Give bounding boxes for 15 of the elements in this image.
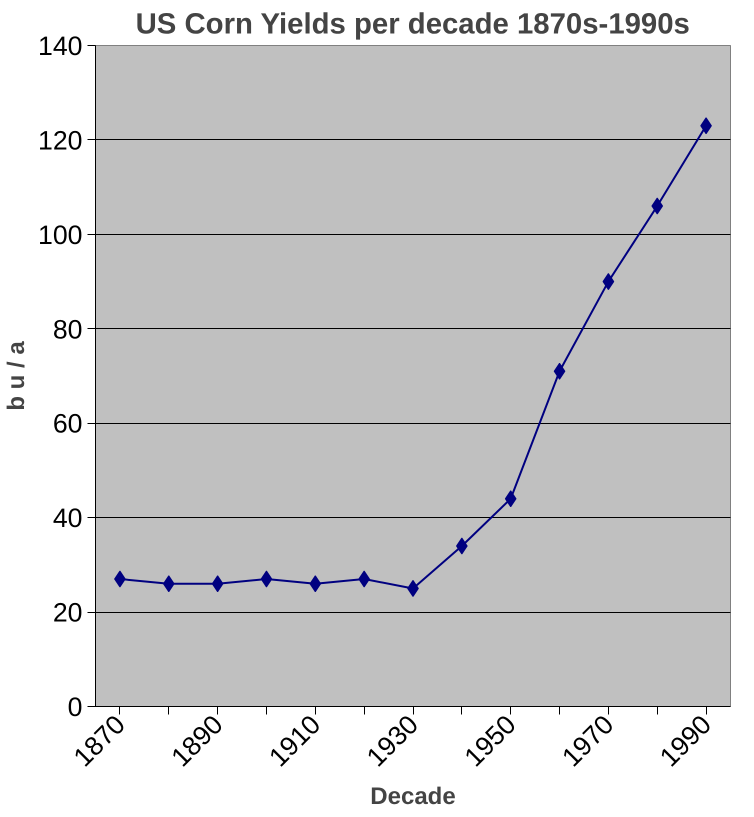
point [309,575,322,592]
y-tick-label: 40 [52,503,83,534]
y-tick-label: 20 [52,598,83,628]
y-tick-label: 140 [38,31,83,61]
y-tick-label: 120 [38,125,83,156]
y-tick-label: 100 [38,220,83,250]
y-tick-label: 80 [52,314,83,344]
chart-title: US Corn Yields per decade 1870s-1990s [136,8,690,40]
point [651,198,664,215]
x-axis-title: Decade [370,782,456,810]
point [162,575,175,592]
y-tick-label: 60 [52,408,83,439]
y-tick-label: 0 [68,692,83,722]
point [504,490,517,508]
y-axis-title: b u / a [3,340,30,411]
